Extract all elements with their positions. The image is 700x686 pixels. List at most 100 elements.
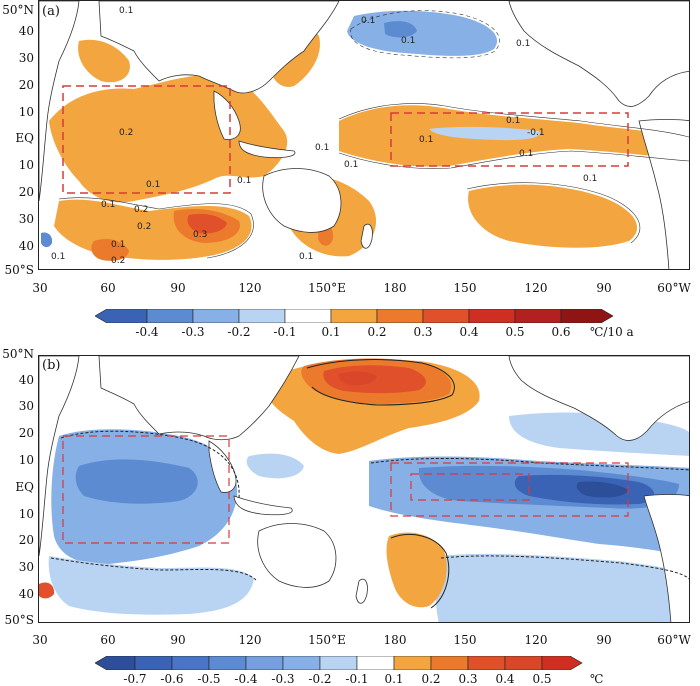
contour-labels-a: 0.1 0.1 0.1 0.1 0.2 0.1 0.1 0.1 0.2 0.2 … [51, 6, 597, 266]
cooling-shading-b [48, 412, 689, 622]
lon-label: 60 [100, 281, 116, 295]
colorbar-swatch [330, 308, 378, 324]
lon-label: 150°E [308, 633, 346, 647]
colorbar-swatch [238, 308, 286, 324]
lat-label: 30 [18, 51, 34, 65]
lat-label: 10 [18, 158, 34, 172]
lat-label: 10 [18, 105, 34, 119]
contour-label: 0.1 [111, 240, 125, 250]
lat-label: 50°S [4, 263, 35, 277]
colorbar-tick: -0.2 [308, 672, 332, 686]
lon-label: 30 [32, 633, 48, 647]
africa-arabia [39, 356, 80, 557]
contour-label: 0.1 [119, 6, 133, 16]
lon-label: 180 [383, 281, 407, 295]
colorbar-unit: ℃ [590, 672, 604, 686]
lon-label: 30 [32, 281, 48, 295]
contour-label: 0.1 [419, 135, 433, 145]
colorbar-swatch [514, 308, 562, 324]
map-a: 0.1 0.1 0.1 0.1 0.2 0.1 0.1 0.1 0.2 0.2 … [38, 0, 690, 270]
colorbar-tick: 0.2 [367, 325, 387, 339]
africa-arabia [39, 1, 80, 202]
lat-label: 40 [18, 373, 34, 387]
lon-label: 120 [238, 281, 262, 295]
south-america [638, 119, 689, 269]
colorbar-swatch [245, 655, 284, 671]
contour-label: 0.1 [401, 36, 415, 46]
colorbar-swatch [94, 655, 136, 671]
colorbar-a-swatches [94, 308, 614, 324]
lon-label: 150 [453, 633, 477, 647]
lat-label: 20 [18, 185, 34, 199]
contour-line [58, 197, 254, 259]
asia [98, 356, 300, 441]
colorbar-swatch [504, 655, 543, 671]
north-pacific-cool-core [384, 21, 417, 38]
landmasses-a [39, 1, 689, 269]
east-pacific-box [390, 112, 629, 167]
cooling-shading-a [41, 10, 540, 248]
colorbar-tick: 0.4 [459, 325, 479, 339]
panel-a-label: (a) [42, 4, 60, 19]
colorbar-b-swatches [94, 655, 583, 671]
lon-label: 90 [596, 281, 612, 295]
contour-label: 0.1 [583, 174, 597, 184]
colorbar-tick: -0.2 [227, 325, 251, 339]
indochina-indonesia [208, 440, 293, 516]
contour-label: 0.1 [146, 180, 160, 190]
panel-a-trend-map: 0.1 0.1 0.1 0.1 0.2 0.1 0.1 0.1 0.2 0.2 … [0, 0, 700, 342]
colorbar-tick: -0.4 [135, 325, 159, 339]
lat-label: 50°S [4, 613, 35, 627]
contour-line [350, 10, 500, 59]
colorbar-swatch [319, 655, 358, 671]
lon-label: 120 [524, 633, 548, 647]
map-a-canvas: 0.1 0.1 0.1 0.1 0.2 0.1 0.1 0.1 0.2 0.2 … [39, 1, 689, 269]
colorbar-unit: ℃/10 a [590, 325, 634, 339]
colorbar-tick: 0.6 [551, 325, 571, 339]
lat-label: 40 [18, 239, 34, 253]
lat-label: 20 [18, 426, 34, 440]
lon-label: 90 [170, 281, 186, 295]
lat-label: EQ [15, 131, 34, 145]
new-zealand [360, 223, 373, 249]
colorbar-swatch [146, 308, 194, 324]
colorbar-tick: -0.1 [273, 325, 297, 339]
colorbar-a [94, 308, 615, 324]
contour-label: 0.1 [361, 16, 375, 26]
colorbar-swatch [171, 655, 210, 671]
australia [262, 168, 342, 233]
colorbar-tick: 0.5 [532, 672, 552, 686]
contour-line [440, 555, 689, 580]
colorbar-tick: -0.4 [234, 672, 258, 686]
colorbar-swatch [422, 308, 470, 324]
south-america [643, 494, 689, 622]
lat-label: 30 [18, 399, 34, 413]
southwest-indian-cool [41, 232, 53, 248]
colorbar-tick: 0.3 [458, 672, 478, 686]
colorbar-tick: -0.1 [345, 672, 369, 686]
colorbar-tick: 0.5 [505, 325, 525, 339]
contour-line [306, 359, 455, 406]
analysis-boxes-a [62, 85, 629, 194]
east-pacific-cold-peak [576, 481, 629, 498]
indian-ocean-box [62, 435, 230, 544]
lat-label: EQ [15, 480, 34, 494]
colorbar-swatch [430, 655, 469, 671]
colorbar-tick: 0.1 [384, 672, 404, 686]
colorbar-b [94, 655, 615, 671]
contour-label: -0.1 [527, 128, 545, 138]
colorbar-swatch [356, 655, 395, 671]
colorbar-swatch [284, 308, 332, 324]
contour-label: 0.1 [51, 252, 65, 262]
colorbar-swatch [208, 655, 247, 671]
contour-label: 0.1 [519, 149, 533, 159]
map-b-canvas [39, 356, 689, 622]
lat-label: 40 [18, 587, 34, 601]
asia [98, 1, 340, 94]
colorbar-swatch [393, 655, 432, 671]
lon-label: 120 [524, 281, 548, 295]
south-indian-cool-region [48, 556, 254, 615]
colorbar-tick: 0.4 [495, 672, 515, 686]
south-indian-peak [187, 213, 227, 234]
equatorial-east-pacific-cool [429, 126, 540, 141]
